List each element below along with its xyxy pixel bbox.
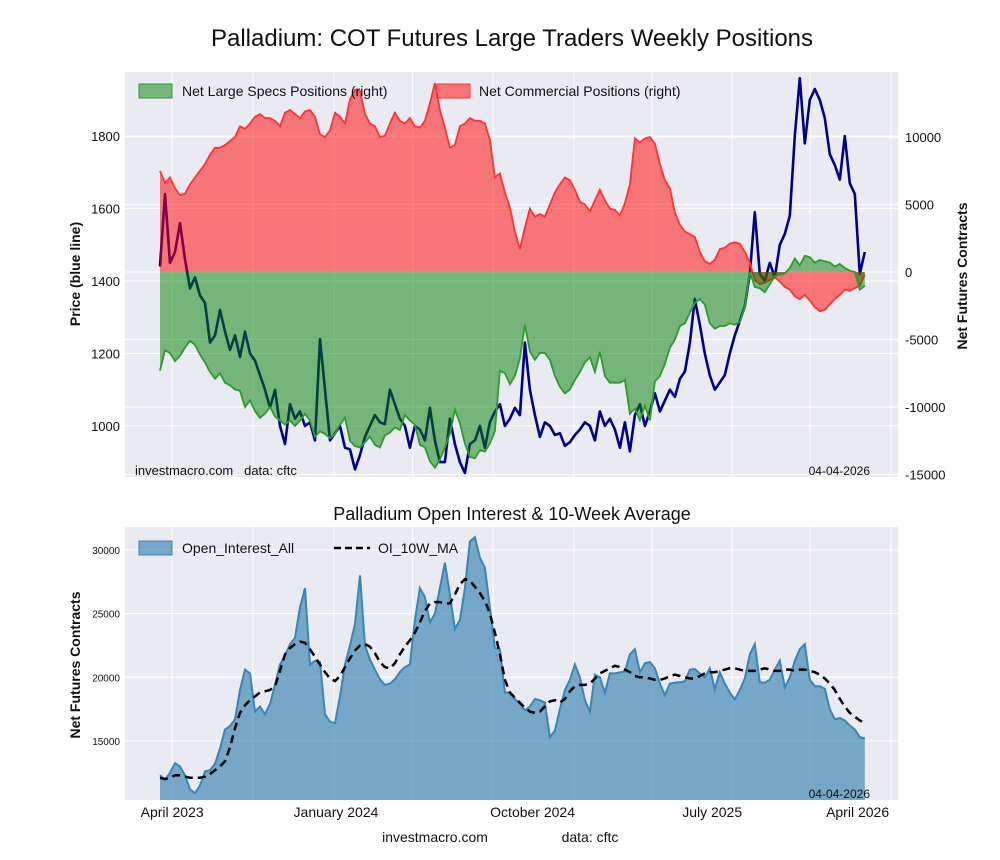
price-tick-label: 1400 [91, 274, 120, 289]
date-label: 04-04-2026 [809, 464, 871, 478]
open-interest-chart: 15000 20000 25000 30000 April 2023 January 20… [67, 527, 898, 820]
oi-tick-label: 20000 [92, 673, 120, 684]
oi-series [159, 535, 866, 800]
price-axis-label: Price (blue line) [67, 222, 83, 326]
oi-ticks: 15000 20000 25000 30000 April 2023 January 20… [92, 546, 889, 820]
date-tick-label: April 2026 [826, 804, 889, 820]
legend-swatch-oi [138, 540, 173, 556]
footer-site: investmacro.com [382, 829, 488, 845]
oi-chart-title: Palladium Open Interest & 10-Week Averag… [333, 504, 691, 524]
legend-label-specs: Net Large Specs Positions (right) [182, 83, 387, 99]
date-tick-label: July 2025 [682, 804, 742, 820]
positions-ticks: 1000 1200 1400 1600 1800 -15000 -10000 -5000 0 50… [91, 129, 945, 482]
price-tick-label: 1000 [91, 419, 120, 434]
large-specs-line [159, 254, 866, 470]
oi-tick-label: 25000 [92, 610, 120, 621]
positions-chart: 1000 1200 1400 1600 1800 -15000 -10000 -5000 0 50… [67, 72, 970, 483]
oi-date-label: 04-04-2026 [809, 787, 871, 801]
positions-series [159, 82, 866, 470]
oi-tick-label: 15000 [92, 737, 120, 748]
contracts-tick-label: 5000 [905, 198, 934, 213]
commercial-line [159, 82, 866, 313]
legend-label-ma: OI_10W_MA [378, 540, 459, 556]
footer-data-source: data: cftc [562, 829, 619, 845]
contracts-tick-label: -15000 [905, 468, 945, 483]
oi-legend: Open_Interest_All OI_10W_MA [138, 540, 459, 556]
watermark: investmacro.com data: cftc [135, 463, 297, 478]
legend-label-commercial: Net Commercial Positions (right) [479, 83, 681, 99]
date-tick-label: April 2023 [141, 804, 204, 820]
contracts-tick-label: 10000 [905, 130, 941, 145]
oi-10w-ma-line [159, 577, 866, 781]
legend-swatch-specs [138, 83, 173, 99]
legend-label-oi: Open_Interest_All [182, 540, 294, 556]
main-chart-title: Palladium: COT Futures Large Traders Wee… [211, 25, 813, 52]
date-tick-label: January 2024 [294, 804, 379, 820]
large-specs-area [160, 255, 865, 468]
oi-tick-label: 30000 [92, 546, 120, 557]
price-tick-label: 1800 [91, 129, 120, 144]
oi-axis-label: Net Futures Contracts [67, 591, 83, 738]
net-contracts-axis-label: Net Futures Contracts [954, 202, 970, 349]
contracts-tick-label: -5000 [905, 333, 938, 348]
contracts-tick-label: 0 [905, 265, 912, 280]
positions-legend: Net Large Specs Positions (right) Net Co… [138, 83, 681, 99]
price-tick-label: 1200 [91, 346, 120, 361]
price-tick-label: 1600 [91, 202, 120, 217]
contracts-tick-label: -10000 [905, 400, 945, 415]
open-interest-area [160, 537, 865, 800]
legend-swatch-commercial [436, 83, 471, 99]
date-tick-label: October 2024 [490, 804, 575, 820]
commercial-area [160, 83, 865, 312]
